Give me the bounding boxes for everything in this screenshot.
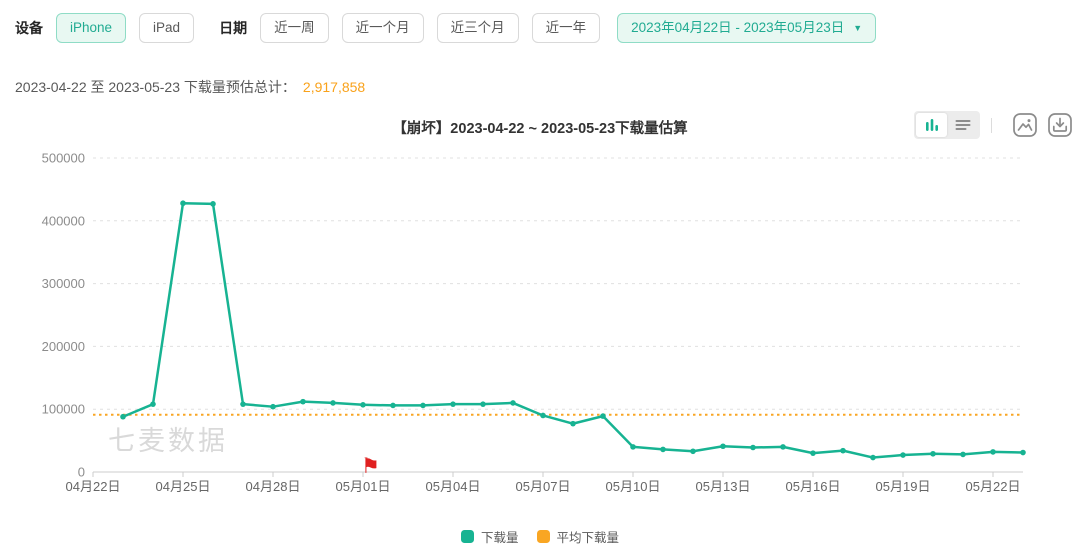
x-axis-label: 05月10日 <box>606 479 661 494</box>
data-point[interactable] <box>210 201 216 207</box>
date-range-value: 2023年04月22日 - 2023年05月23日 <box>631 20 845 35</box>
average-legend-label: 平均下载量 <box>556 531 620 545</box>
chart-title: 【崩坏】2023-04-22 ~ 2023-05-23下载量估算 <box>392 121 688 137</box>
downloads-swatch <box>460 530 474 543</box>
download-data-button[interactable] <box>1047 112 1073 138</box>
list-icon <box>955 120 970 130</box>
data-point[interactable] <box>780 444 786 450</box>
y-axis-label: 300000 <box>42 276 85 291</box>
data-point[interactable] <box>240 401 246 407</box>
downloads-line <box>121 201 1025 459</box>
download-icon <box>1048 113 1072 137</box>
data-point[interactable] <box>750 444 756 451</box>
x-axis-label: 04月22日 <box>66 479 121 494</box>
red-flag-marker[interactable]: ⚑ <box>361 455 380 478</box>
x-axis-label: 05月01日 <box>336 479 391 494</box>
chart-type-toggle <box>914 111 980 139</box>
data-point[interactable] <box>570 420 576 427</box>
legend-item-average[interactable]: 平均下载量 <box>536 527 620 546</box>
toolbox-divider <box>991 117 992 133</box>
date-range-picker[interactable]: 2023年04月22日 - 2023年05月23日 ▼ <box>617 13 877 43</box>
data-point[interactable] <box>990 449 996 455</box>
data-point[interactable] <box>690 448 696 455</box>
chart-legend: 下载量 平均下载量 <box>0 527 1080 546</box>
x-axis-label: 05月19日 <box>876 479 931 494</box>
data-point[interactable] <box>510 400 516 406</box>
download-trend-chart[interactable]: 0 100000 200000 300000 400000 500000 七麦数据 04月22… <box>0 143 1080 525</box>
x-axis-label: 04月28日 <box>246 479 301 494</box>
data-point[interactable] <box>480 401 486 407</box>
data-point[interactable] <box>120 413 126 420</box>
x-axis-label: 05月13日 <box>696 479 751 494</box>
data-point[interactable] <box>390 402 396 409</box>
x-axis-label: 05月07日 <box>516 479 571 494</box>
list-view-button[interactable] <box>947 113 978 137</box>
data-point[interactable] <box>840 447 846 454</box>
device-label: 设备 <box>15 20 43 36</box>
image-icon <box>1013 113 1037 137</box>
data-point[interactable] <box>150 401 156 407</box>
y-axis-label: 200000 <box>42 339 85 354</box>
bar-chart-icon <box>925 119 938 131</box>
data-point[interactable] <box>870 454 876 461</box>
average-swatch <box>536 530 550 543</box>
caret-down-icon: ▼ <box>853 22 863 33</box>
range-option-last-month[interactable]: 近一个月 <box>341 13 424 43</box>
data-point[interactable] <box>540 412 546 419</box>
downloads-legend-label: 下载量 <box>480 531 519 545</box>
device-option-iphone[interactable]: iPhone <box>56 13 127 43</box>
data-point[interactable] <box>360 402 366 408</box>
range-option-last-year[interactable]: 近一年 <box>531 13 601 43</box>
y-axis-label: 500000 <box>42 151 85 166</box>
qimai-watermark: 七麦数据 <box>108 426 228 456</box>
data-point[interactable] <box>330 400 336 406</box>
x-axis-label: 05月16日 <box>786 479 841 494</box>
y-axis-label: 0 <box>78 465 85 480</box>
range-option-last-3-months[interactable]: 近三个月 <box>436 13 519 43</box>
data-point[interactable] <box>270 403 276 410</box>
chart-toolbox <box>914 111 1073 139</box>
data-point[interactable] <box>720 443 726 450</box>
data-point[interactable] <box>420 402 426 409</box>
x-axis-label: 05月04日 <box>426 479 481 494</box>
data-point[interactable] <box>900 452 906 458</box>
data-point[interactable] <box>450 401 456 407</box>
summary-text: 2023-04-22 至 2023-05-23 下载量预估总计： <box>15 79 296 95</box>
data-point[interactable] <box>630 444 636 450</box>
data-point[interactable] <box>810 450 816 456</box>
data-point[interactable] <box>300 398 306 405</box>
data-point[interactable] <box>960 451 966 458</box>
data-point[interactable] <box>600 413 606 419</box>
x-axis-label: 04月25日 <box>156 479 211 494</box>
data-point[interactable] <box>1020 449 1026 456</box>
summary-total: 2,917,858 <box>302 79 366 95</box>
filter-toolbar: 设备 iPhone iPad 日期 近一周 近一个月 近三个月 近一年 2023… <box>15 13 877 43</box>
bar-chart-view-button[interactable] <box>916 113 947 137</box>
data-point[interactable] <box>180 200 186 207</box>
range-option-last-week[interactable]: 近一周 <box>260 13 329 43</box>
data-point[interactable] <box>930 450 936 457</box>
device-option-ipad[interactable]: iPad <box>139 13 195 43</box>
legend-item-downloads[interactable]: 下载量 <box>460 527 519 546</box>
y-axis-label: 400000 <box>42 213 85 228</box>
data-point[interactable] <box>660 446 666 453</box>
date-label: 日期 <box>219 20 248 36</box>
x-axis-label: 05月22日 <box>966 479 1021 494</box>
save-image-button[interactable] <box>1012 112 1038 138</box>
y-axis-label: 100000 <box>42 402 85 417</box>
summary-line: 2023-04-22 至 2023-05-23 下载量预估总计： 2,917,85… <box>15 77 365 97</box>
